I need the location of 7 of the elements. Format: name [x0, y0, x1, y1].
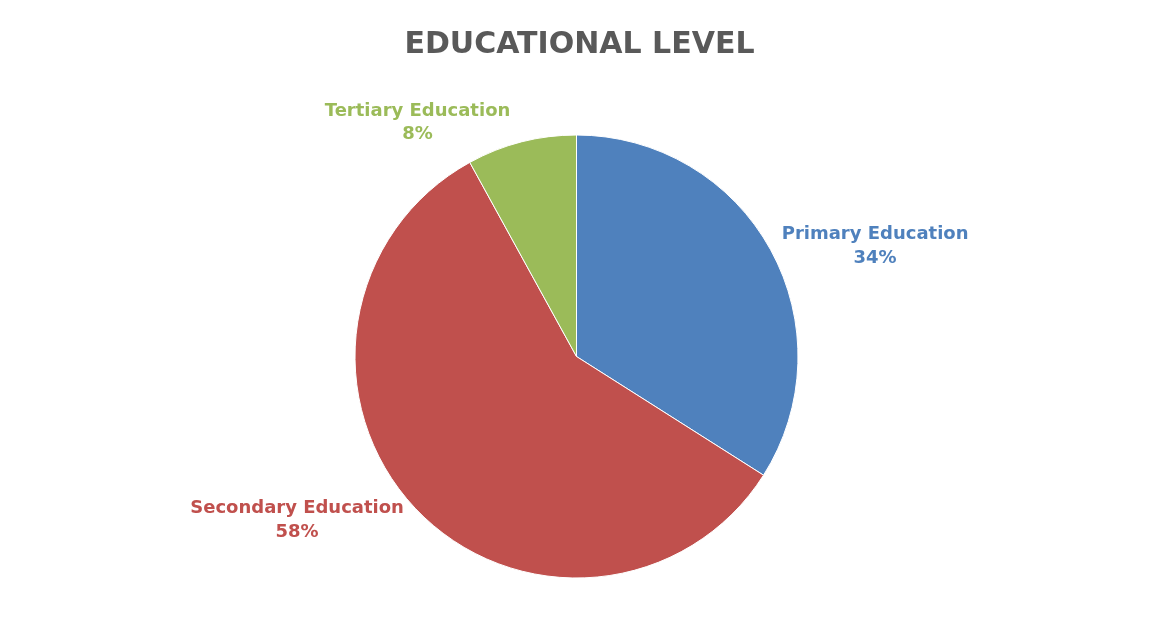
slice-label: Secondary Education — [190, 496, 404, 518]
data-label: 58% — [275, 519, 319, 541]
data-label: 8% — [402, 122, 433, 144]
slice-label: Tertiary Education — [324, 98, 511, 120]
data-label: 34% — [853, 245, 897, 267]
slice-label: Primary Education — [781, 222, 969, 244]
chart-title: EDUCATIONAL LEVEL — [404, 24, 755, 60]
